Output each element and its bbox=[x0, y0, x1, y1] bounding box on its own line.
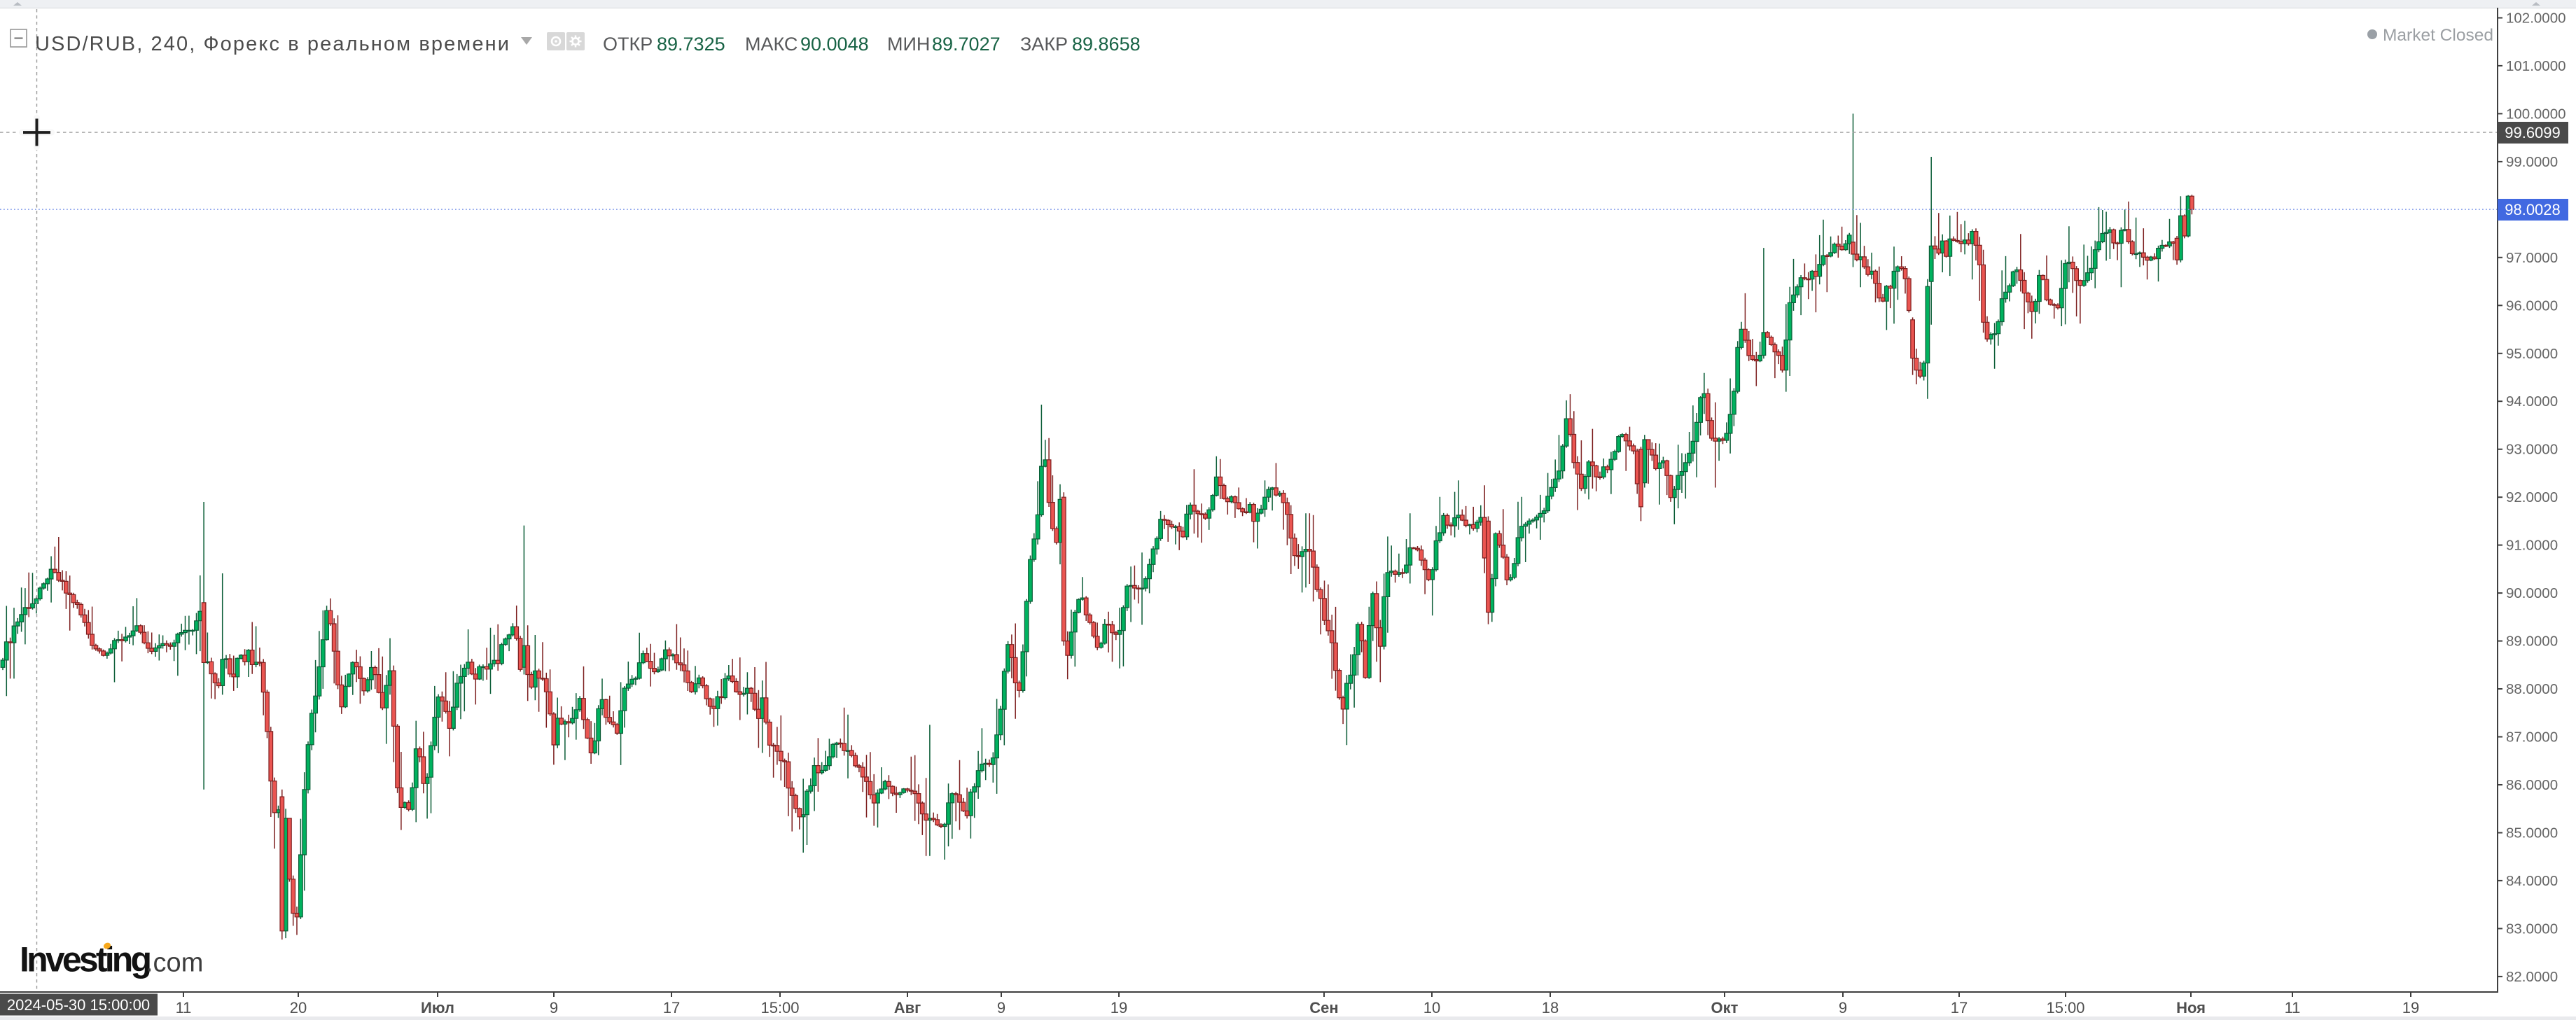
svg-text:ОТКР: ОТКР bbox=[603, 34, 653, 55]
svg-text:98.0028: 98.0028 bbox=[2505, 201, 2561, 218]
svg-text:83.0000: 83.0000 bbox=[2506, 921, 2558, 937]
svg-text:89.8658: 89.8658 bbox=[1072, 34, 1141, 55]
svg-text:Окт: Окт bbox=[1711, 999, 1739, 1016]
svg-text:101.0000: 101.0000 bbox=[2506, 58, 2566, 74]
svg-text:Сен: Сен bbox=[1309, 999, 1338, 1016]
svg-text:19: 19 bbox=[2402, 999, 2419, 1016]
svg-text:102.0000: 102.0000 bbox=[2506, 11, 2566, 27]
svg-text:97.0000: 97.0000 bbox=[2506, 250, 2558, 266]
svg-text:11: 11 bbox=[2285, 999, 2301, 1016]
svg-text:100.0000: 100.0000 bbox=[2506, 106, 2566, 122]
svg-text:Ноя: Ноя bbox=[2176, 999, 2206, 1016]
svg-text:86.0000: 86.0000 bbox=[2506, 777, 2558, 793]
svg-text:90.0048: 90.0048 bbox=[800, 34, 869, 55]
svg-text:20: 20 bbox=[290, 999, 307, 1016]
svg-text:84.0000: 84.0000 bbox=[2506, 873, 2558, 889]
svg-text:90.0000: 90.0000 bbox=[2506, 585, 2558, 601]
svg-text:17: 17 bbox=[663, 999, 680, 1016]
svg-text:88.0000: 88.0000 bbox=[2506, 681, 2558, 697]
svg-text:Июл: Июл bbox=[421, 999, 454, 1016]
svg-text:10: 10 bbox=[1423, 999, 1440, 1016]
svg-text:.com: .com bbox=[146, 949, 203, 978]
svg-text:94.0000: 94.0000 bbox=[2506, 393, 2558, 410]
svg-text:USD/RUB, 240, Форекс в реально: USD/RUB, 240, Форекс в реальном времени bbox=[35, 33, 510, 55]
svg-text:11: 11 bbox=[176, 999, 192, 1016]
svg-text:92.0000: 92.0000 bbox=[2506, 489, 2558, 505]
svg-text:91.0000: 91.0000 bbox=[2506, 538, 2558, 554]
svg-text:89.0000: 89.0000 bbox=[2506, 634, 2558, 650]
svg-text:18: 18 bbox=[1542, 999, 1559, 1016]
svg-text:99.0000: 99.0000 bbox=[2506, 154, 2558, 170]
svg-text:Авг: Авг bbox=[894, 999, 921, 1016]
svg-text:87.0000: 87.0000 bbox=[2506, 729, 2558, 746]
svg-text:ЗАКР: ЗАКР bbox=[1020, 34, 1068, 55]
svg-text:2024-05-30 15:00:00: 2024-05-30 15:00:00 bbox=[7, 996, 150, 1014]
svg-text:96.0000: 96.0000 bbox=[2506, 298, 2558, 314]
svg-text:9: 9 bbox=[1839, 999, 1847, 1016]
svg-text:9: 9 bbox=[550, 999, 558, 1016]
svg-text:99.6099: 99.6099 bbox=[2505, 124, 2561, 141]
svg-text:19: 19 bbox=[1111, 999, 1127, 1016]
svg-text:Market Closed: Market Closed bbox=[2383, 26, 2493, 45]
svg-text:89.7325: 89.7325 bbox=[657, 34, 725, 55]
svg-text:93.0000: 93.0000 bbox=[2506, 442, 2558, 458]
svg-text:МИН: МИН bbox=[887, 34, 930, 55]
svg-text:15:00: 15:00 bbox=[760, 999, 799, 1016]
svg-text:82.0000: 82.0000 bbox=[2506, 969, 2558, 985]
svg-text:Investing: Investing bbox=[20, 940, 151, 979]
svg-text:9: 9 bbox=[997, 999, 1005, 1016]
svg-text:МАКС: МАКС bbox=[745, 34, 798, 55]
svg-text:89.7027: 89.7027 bbox=[932, 34, 1001, 55]
svg-text:15:00: 15:00 bbox=[2046, 999, 2084, 1016]
svg-text:85.0000: 85.0000 bbox=[2506, 825, 2558, 841]
svg-text:95.0000: 95.0000 bbox=[2506, 346, 2558, 362]
svg-text:17: 17 bbox=[1951, 999, 1968, 1016]
